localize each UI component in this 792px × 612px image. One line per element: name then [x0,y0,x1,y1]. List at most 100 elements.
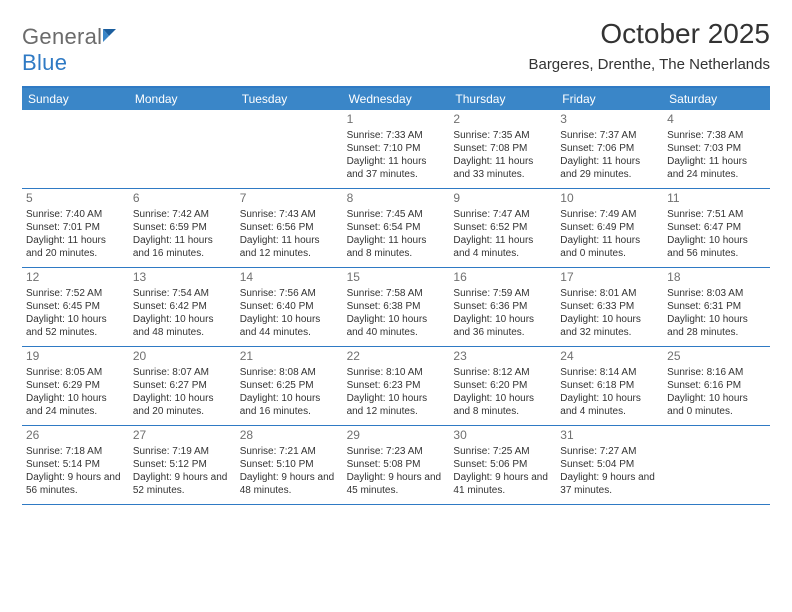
calendar-cell: 23Sunrise: 8:12 AMSunset: 6:20 PMDayligh… [449,347,556,425]
sunrise-text: Sunrise: 7:18 AM [26,445,125,458]
daylight-text: Daylight: 10 hours and 0 minutes. [667,392,766,418]
sunrise-text: Sunrise: 7:37 AM [560,129,659,142]
calendar-cell: 12Sunrise: 7:52 AMSunset: 6:45 PMDayligh… [22,268,129,346]
calendar-cell: 31Sunrise: 7:27 AMSunset: 5:04 PMDayligh… [556,426,663,504]
calendar-cell [22,110,129,188]
logo-text: General Blue [22,24,122,76]
week-row: 5Sunrise: 7:40 AMSunset: 7:01 PMDaylight… [22,189,770,268]
daylight-text: Daylight: 10 hours and 56 minutes. [667,234,766,260]
calendar-cell: 25Sunrise: 8:16 AMSunset: 6:16 PMDayligh… [663,347,770,425]
calendar-cell: 22Sunrise: 8:10 AMSunset: 6:23 PMDayligh… [343,347,450,425]
sunrise-text: Sunrise: 7:23 AM [347,445,446,458]
daylight-text: Daylight: 10 hours and 52 minutes. [26,313,125,339]
calendar-cell: 9Sunrise: 7:47 AMSunset: 6:52 PMDaylight… [449,189,556,267]
calendar-cell: 5Sunrise: 7:40 AMSunset: 7:01 PMDaylight… [22,189,129,267]
sunset-text: Sunset: 6:29 PM [26,379,125,392]
sunrise-text: Sunrise: 8:05 AM [26,366,125,379]
calendar-cell: 3Sunrise: 7:37 AMSunset: 7:06 PMDaylight… [556,110,663,188]
sunset-text: Sunset: 6:33 PM [560,300,659,313]
day-number: 12 [26,270,125,286]
calendar-cell: 17Sunrise: 8:01 AMSunset: 6:33 PMDayligh… [556,268,663,346]
daylight-text: Daylight: 9 hours and 45 minutes. [347,471,446,497]
daylight-text: Daylight: 10 hours and 32 minutes. [560,313,659,339]
sunrise-text: Sunrise: 8:03 AM [667,287,766,300]
week-row: 26Sunrise: 7:18 AMSunset: 5:14 PMDayligh… [22,426,770,505]
sunset-text: Sunset: 6:52 PM [453,221,552,234]
sunset-text: Sunset: 5:08 PM [347,458,446,471]
sunrise-text: Sunrise: 8:07 AM [133,366,232,379]
sunset-text: Sunset: 6:38 PM [347,300,446,313]
sunset-text: Sunset: 7:01 PM [26,221,125,234]
day-number: 16 [453,270,552,286]
daylight-text: Daylight: 11 hours and 8 minutes. [347,234,446,260]
week-row: 12Sunrise: 7:52 AMSunset: 6:45 PMDayligh… [22,268,770,347]
sunrise-text: Sunrise: 7:56 AM [240,287,339,300]
daylight-text: Daylight: 11 hours and 4 minutes. [453,234,552,260]
daylight-text: Daylight: 11 hours and 29 minutes. [560,155,659,181]
daylight-text: Daylight: 10 hours and 20 minutes. [133,392,232,418]
day-number: 8 [347,191,446,207]
sunrise-text: Sunrise: 7:38 AM [667,129,766,142]
day-number: 22 [347,349,446,365]
day-number: 24 [560,349,659,365]
day-number: 21 [240,349,339,365]
daylight-text: Daylight: 10 hours and 40 minutes. [347,313,446,339]
day-header-friday: Friday [556,88,663,110]
week-row: 1Sunrise: 7:33 AMSunset: 7:10 PMDaylight… [22,110,770,189]
header: General Blue October 2025 Bargeres, Dren… [22,18,770,76]
day-number: 11 [667,191,766,207]
sunrise-text: Sunrise: 7:25 AM [453,445,552,458]
daylight-text: Daylight: 11 hours and 20 minutes. [26,234,125,260]
sunrise-text: Sunrise: 8:08 AM [240,366,339,379]
sunrise-text: Sunrise: 7:43 AM [240,208,339,221]
sunset-text: Sunset: 6:36 PM [453,300,552,313]
day-header-saturday: Saturday [663,88,770,110]
sunrise-text: Sunrise: 8:14 AM [560,366,659,379]
day-number: 17 [560,270,659,286]
calendar-cell: 19Sunrise: 8:05 AMSunset: 6:29 PMDayligh… [22,347,129,425]
sunset-text: Sunset: 6:23 PM [347,379,446,392]
title-block: October 2025 Bargeres, Drenthe, The Neth… [528,18,770,73]
calendar-cell: 4Sunrise: 7:38 AMSunset: 7:03 PMDaylight… [663,110,770,188]
calendar-cell: 1Sunrise: 7:33 AMSunset: 7:10 PMDaylight… [343,110,450,188]
weeks-container: 1Sunrise: 7:33 AMSunset: 7:10 PMDaylight… [22,110,770,505]
day-number: 15 [347,270,446,286]
daylight-text: Daylight: 9 hours and 37 minutes. [560,471,659,497]
day-number: 14 [240,270,339,286]
calendar-cell [129,110,236,188]
daylight-text: Daylight: 10 hours and 8 minutes. [453,392,552,418]
daylight-text: Daylight: 10 hours and 4 minutes. [560,392,659,418]
day-number: 19 [26,349,125,365]
week-row: 19Sunrise: 8:05 AMSunset: 6:29 PMDayligh… [22,347,770,426]
sunrise-text: Sunrise: 7:58 AM [347,287,446,300]
calendar-cell: 11Sunrise: 7:51 AMSunset: 6:47 PMDayligh… [663,189,770,267]
day-number: 6 [133,191,232,207]
sunset-text: Sunset: 5:04 PM [560,458,659,471]
sunrise-text: Sunrise: 8:12 AM [453,366,552,379]
day-number: 28 [240,428,339,444]
daylight-text: Daylight: 10 hours and 16 minutes. [240,392,339,418]
daylight-text: Daylight: 9 hours and 56 minutes. [26,471,125,497]
calendar: Sunday Monday Tuesday Wednesday Thursday… [22,86,770,505]
day-header-row: Sunday Monday Tuesday Wednesday Thursday… [22,88,770,110]
sunrise-text: Sunrise: 7:21 AM [240,445,339,458]
day-number: 10 [560,191,659,207]
calendar-cell: 18Sunrise: 8:03 AMSunset: 6:31 PMDayligh… [663,268,770,346]
sunrise-text: Sunrise: 7:59 AM [453,287,552,300]
sunrise-text: Sunrise: 7:54 AM [133,287,232,300]
day-header-monday: Monday [129,88,236,110]
sunset-text: Sunset: 6:47 PM [667,221,766,234]
sunset-text: Sunset: 7:08 PM [453,142,552,155]
sunset-text: Sunset: 6:56 PM [240,221,339,234]
day-number: 3 [560,112,659,128]
sunset-text: Sunset: 5:10 PM [240,458,339,471]
sunset-text: Sunset: 6:20 PM [453,379,552,392]
logo-word-general: General [22,24,102,49]
sunrise-text: Sunrise: 7:45 AM [347,208,446,221]
sunset-text: Sunset: 6:25 PM [240,379,339,392]
daylight-text: Daylight: 11 hours and 0 minutes. [560,234,659,260]
calendar-cell [663,426,770,504]
day-number: 31 [560,428,659,444]
day-number: 2 [453,112,552,128]
daylight-text: Daylight: 10 hours and 24 minutes. [26,392,125,418]
